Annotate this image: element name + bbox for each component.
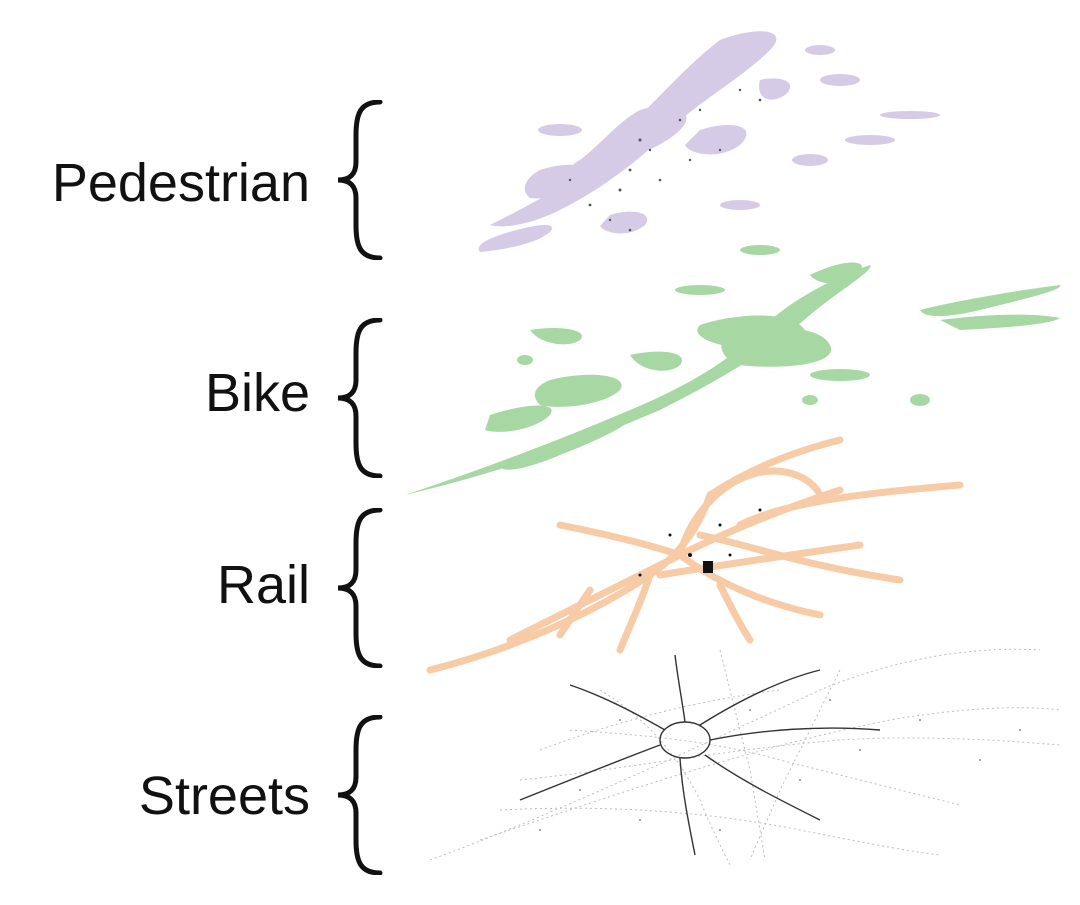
bike-network-map [405, 245, 1061, 495]
layer-label-rail: Rail [216, 555, 310, 615]
brace-rail [337, 508, 383, 668]
brace-pedestrian [337, 100, 383, 260]
layer-rail: Rail [0, 436, 1080, 700]
layer-pedestrian: Pedestrian [0, 31, 1080, 290]
rail-network-map [426, 436, 964, 674]
layer-bike: Bike [0, 245, 1080, 510]
layer-label-bike: Bike [204, 363, 310, 423]
layer-label-pedestrian: Pedestrian [51, 153, 310, 213]
streets-network-map [429, 648, 1061, 866]
brace-bike [337, 318, 383, 478]
layer-streets: Streets [0, 648, 1080, 905]
pedestrian-network-map [478, 31, 940, 252]
layer-label-streets: Streets [138, 766, 310, 826]
brace-streets [337, 715, 383, 875]
